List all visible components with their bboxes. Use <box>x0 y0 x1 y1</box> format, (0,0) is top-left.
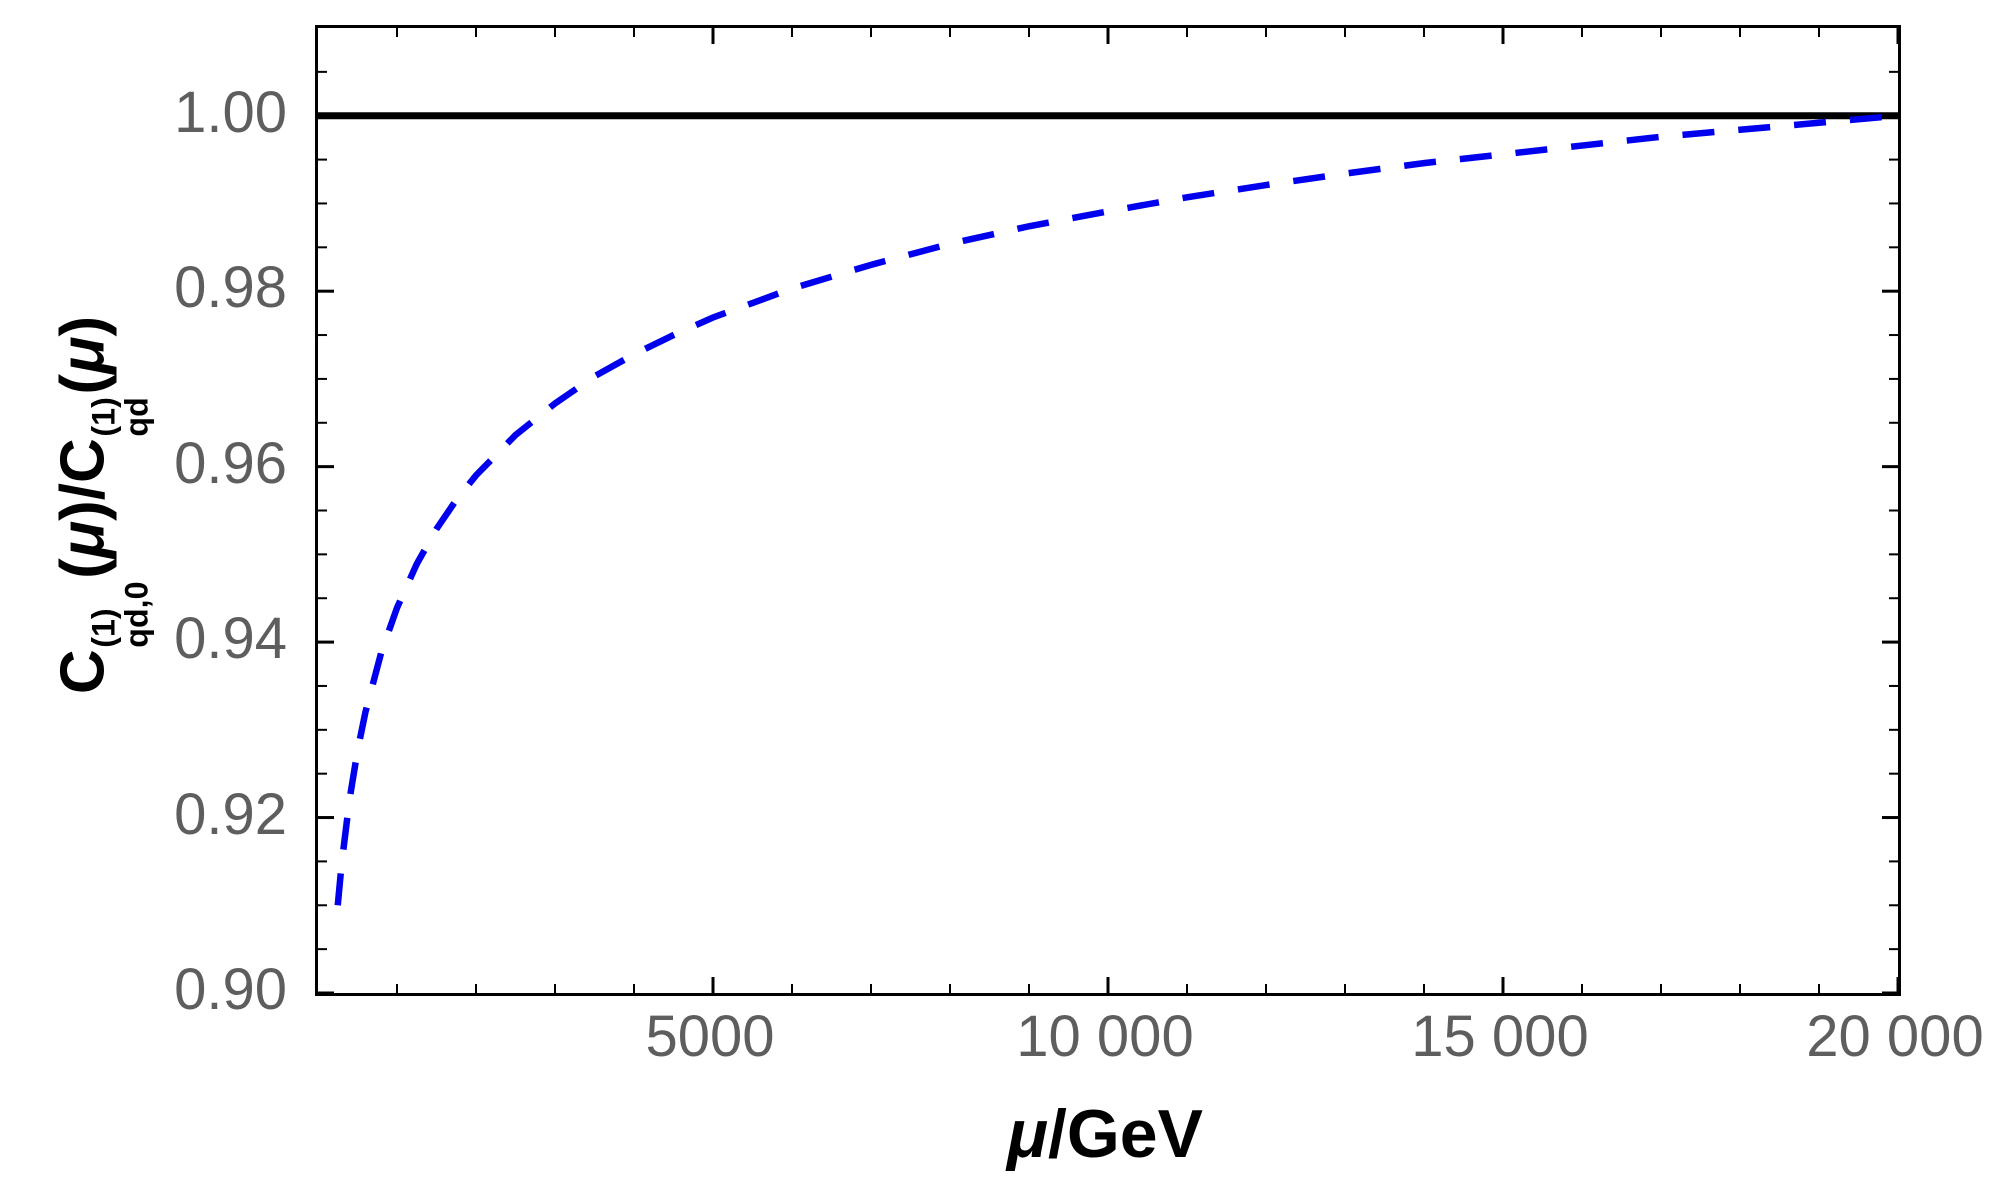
y-tick-label: 0.92 <box>174 781 287 847</box>
mu-symbol: μ <box>1007 1096 1049 1172</box>
slash: / <box>48 482 118 501</box>
xlabel-unit: /GeV <box>1048 1096 1203 1172</box>
paren-open: ( <box>48 558 118 579</box>
y-tick-label: 0.90 <box>174 957 287 1022</box>
ylabel-base-den: C <box>48 438 118 483</box>
ylabel-scripts-num: (1) qd,0 <box>85 581 155 648</box>
x-tick-label: 15 000 <box>1411 1004 1589 1069</box>
ylabel-superscript: (1) <box>85 397 122 437</box>
x-axis-label: μ/GeV <box>1007 1095 1203 1173</box>
plot-canvas <box>318 28 1898 993</box>
paren-open: ( <box>48 373 118 395</box>
x-tick-label: 5000 <box>645 1004 775 1069</box>
mu-symbol: μ <box>48 520 118 559</box>
ylabel-superscript: (1) <box>85 608 122 648</box>
ylabel-subscript: qd <box>118 397 155 437</box>
x-tick-label: 10 000 <box>1016 1004 1194 1069</box>
ylabel-base-num: C <box>48 649 118 695</box>
series-ratio-unresummed <box>334 112 1898 906</box>
ylabel-scripts-den: (1) qd <box>85 397 155 437</box>
ylabel-subscript: qd,0 <box>118 581 155 648</box>
y-tick-label: 0.98 <box>174 255 287 321</box>
y-tick-label: 0.94 <box>174 606 287 672</box>
paren-close: ) <box>48 500 118 521</box>
y-tick-label: 1.00 <box>174 79 287 145</box>
y-tick-label: 0.96 <box>174 430 287 496</box>
paren-close: ) <box>48 315 118 337</box>
plot-area <box>315 25 1901 996</box>
x-tick-label: 20 000 <box>1806 1004 1984 1069</box>
mu-symbol: μ <box>48 336 118 374</box>
y-axis-label: C (1) qd,0 (μ)/C (1) qd (μ) <box>48 315 155 695</box>
